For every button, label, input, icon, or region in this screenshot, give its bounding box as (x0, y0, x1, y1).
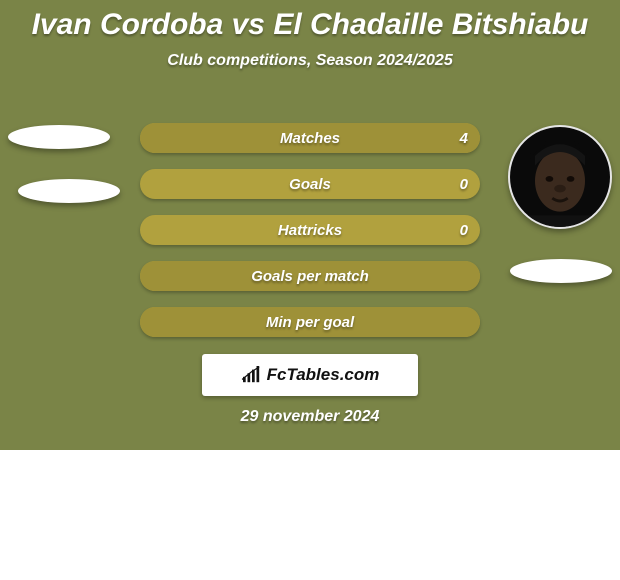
watermark-text: FcTables.com (267, 365, 380, 385)
bar-row: Min per goal (140, 307, 480, 337)
bar-label: Min per goal (266, 314, 354, 331)
bar-chart-icon (241, 366, 263, 384)
bar-value-right: 0 (460, 222, 468, 239)
watermark: FcTables.com (202, 354, 418, 396)
bar-row: Matches 4 (140, 123, 480, 153)
bar-row: Hattricks 0 (140, 215, 480, 245)
bar-value-right: 0 (460, 176, 468, 193)
bar-label: Goals (289, 176, 331, 193)
page-title: Ivan Cordoba vs El Chadaille Bitshiabu (0, 0, 620, 42)
comparison-panel: Ivan Cordoba vs El Chadaille Bitshiabu C… (0, 0, 620, 450)
bar-label: Hattricks (278, 222, 342, 239)
bar-label: Matches (280, 130, 340, 147)
date-text: 29 november 2024 (0, 408, 620, 426)
bar-row: Goals 0 (140, 169, 480, 199)
bar-value-right: 4 (460, 130, 468, 147)
flag-right (510, 259, 612, 283)
subtitle: Club competitions, Season 2024/2025 (0, 52, 620, 70)
flag-left-1 (8, 125, 110, 149)
flag-left-2 (18, 179, 120, 203)
bar-label: Goals per match (251, 268, 369, 285)
bar-row: Goals per match (140, 261, 480, 291)
avatar-player-right (508, 125, 612, 229)
player-photo-icon (510, 127, 610, 227)
comparison-bars: Matches 4 Goals 0 Hattricks 0 Goals per match M… (140, 123, 480, 353)
